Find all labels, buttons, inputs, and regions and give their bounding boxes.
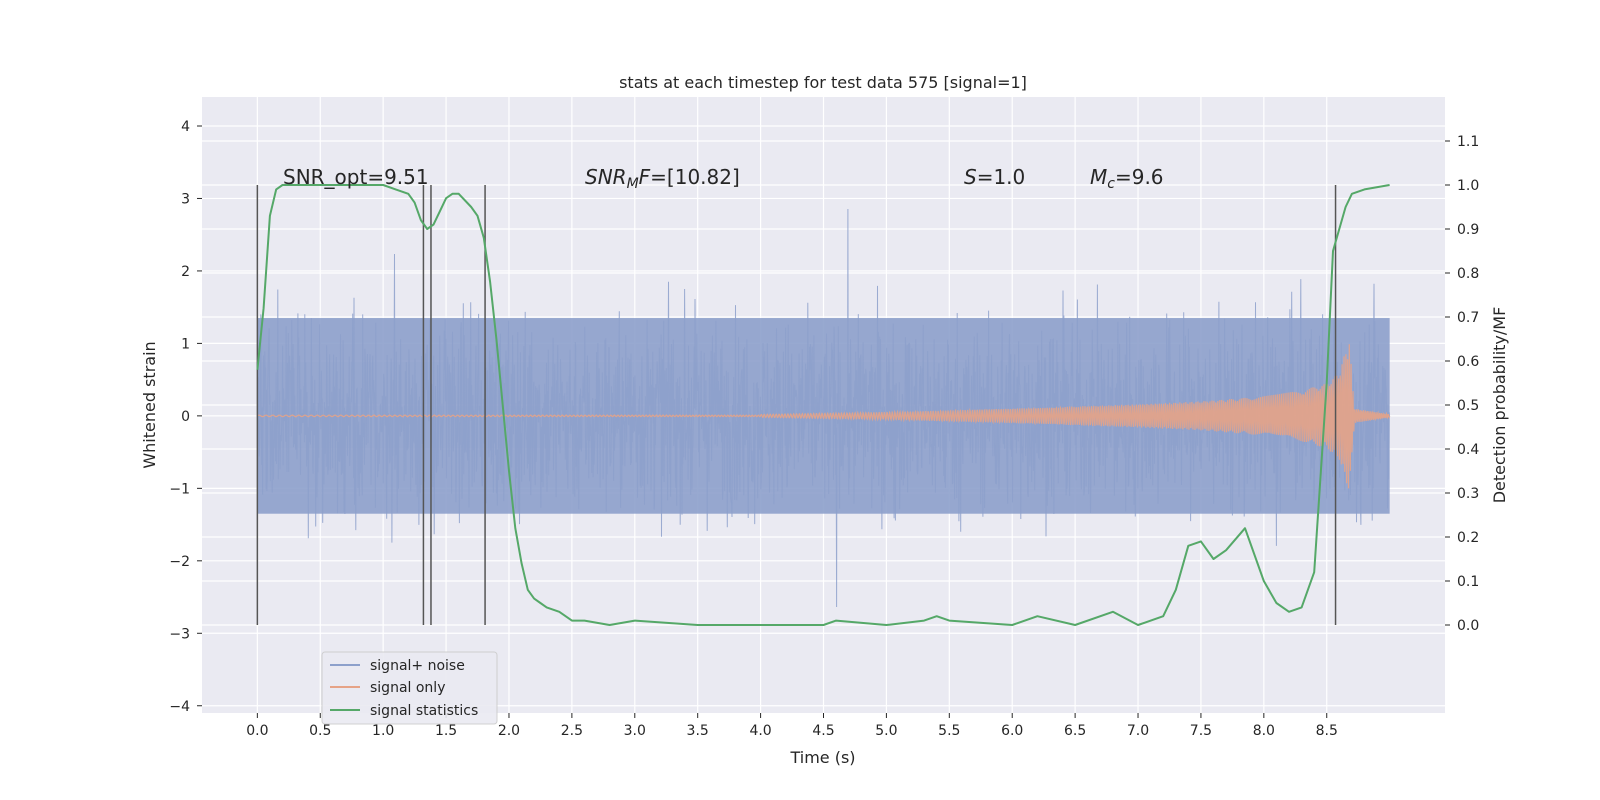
x-tick-label: 4.5 xyxy=(812,723,834,739)
y-left-tick-labels: 4 3 2 1 0 −1 −2 −3 −4 xyxy=(169,119,202,715)
x-tick-label: 5.5 xyxy=(938,723,960,739)
x-tick-label: 8.0 xyxy=(1253,723,1275,739)
y-right-tick-label: 0.7 xyxy=(1457,310,1479,326)
x-tick-label: 3.0 xyxy=(624,723,646,739)
x-tick-label: 2.0 xyxy=(498,723,520,739)
y-right-tick-label: 1.0 xyxy=(1457,178,1479,194)
y-right-tick-label: 0.6 xyxy=(1457,354,1479,370)
x-tick-label: 7.5 xyxy=(1190,723,1212,739)
noise-trace xyxy=(256,208,1391,608)
x-tick-labels: 0.0 0.5 1.0 1.5 2.0 2.5 3.0 3.5 4.0 4.5 5.0 5.5 6.0 6… xyxy=(246,713,1338,739)
y-left-tick-label: −4 xyxy=(169,699,190,715)
x-tick-label: 6.5 xyxy=(1064,723,1086,739)
x-tick-label: 1.0 xyxy=(372,723,394,739)
snr-mf-value: =[10.82] xyxy=(650,165,740,189)
chart-title: stats at each timestep for test data 575… xyxy=(619,73,1027,92)
y-right-tick-label: 0.0 xyxy=(1457,618,1479,634)
y-right-tick-label: 0.5 xyxy=(1457,398,1479,414)
y-right-tick-labels: 1.1 1.0 0.9 0.8 0.7 0.6 0.5 0.4 0.3 0.2 0.1 0.0 xyxy=(1445,134,1479,634)
x-tick-label: 0.5 xyxy=(309,723,331,739)
legend-label-stats: signal statistics xyxy=(370,703,478,719)
annotation-mc: Mc=9.6 xyxy=(1090,165,1164,192)
snr-mf-symbol: SNR xyxy=(585,165,627,189)
x-tick-label: 3.5 xyxy=(687,723,709,739)
mc-symbol: M xyxy=(1090,165,1107,189)
signal-statistics-series xyxy=(256,184,1390,626)
legend-label-noise: signal+ noise xyxy=(370,658,465,674)
annotation-snr-mf: SNRMF=[10.82] xyxy=(585,165,740,192)
x-tick-label: 8.5 xyxy=(1316,723,1338,739)
y-left-tick-label: −2 xyxy=(169,554,190,570)
legend-label-signal: signal only xyxy=(370,680,445,696)
x-tick-label: 5.0 xyxy=(875,723,897,739)
s-value: =1.0 xyxy=(977,165,1026,189)
x-tick-label: 4.0 xyxy=(749,723,771,739)
y-left-tick-label: 3 xyxy=(181,191,190,207)
s-symbol: S xyxy=(964,165,977,189)
stats-line xyxy=(256,184,1390,626)
y-right-tick-label: 0.4 xyxy=(1457,442,1479,458)
y-left-tick-label: 2 xyxy=(181,264,190,280)
annotation-snr-opt: SNR_opt=9.51 xyxy=(283,165,429,189)
y-left-tick-label: 0 xyxy=(181,409,190,425)
y-right-tick-label: 0.2 xyxy=(1457,530,1479,546)
annotation-s: S=1.0 xyxy=(964,165,1025,189)
y-right-tick-label: 0.3 xyxy=(1457,486,1479,502)
x-tick-label: 2.5 xyxy=(561,723,583,739)
legend: signal+ noise signal only signal statist… xyxy=(321,651,498,725)
x-tick-label: 1.5 xyxy=(435,723,457,739)
mc-value: =9.6 xyxy=(1115,165,1164,189)
x-tick-label: 6.0 xyxy=(1001,723,1023,739)
y-right-tick-label: 0.1 xyxy=(1457,574,1479,590)
y-right-axis-label: Detection probability/MF xyxy=(1490,307,1509,504)
x-tick-label: 7.0 xyxy=(1127,723,1149,739)
y-left-tick-label: 1 xyxy=(181,336,190,352)
y-right-tick-label: 1.1 xyxy=(1457,134,1479,150)
vertical-markers xyxy=(256,185,1337,625)
x-tick-label: 0.0 xyxy=(246,723,268,739)
snr-mf-symbol-2: F xyxy=(639,165,651,189)
y-right-tick-label: 0.9 xyxy=(1457,222,1479,238)
y-right-tick-label: 0.8 xyxy=(1457,266,1479,282)
legend-box xyxy=(321,651,498,725)
snr-mf-subscript: M xyxy=(627,176,639,192)
signal-trace xyxy=(256,344,1391,489)
x-axis-label: Time (s) xyxy=(789,748,855,767)
y-left-tick-label: −3 xyxy=(169,626,190,642)
y-left-axis-label: Whitened strain xyxy=(140,341,159,468)
y-left-tick-label: −1 xyxy=(169,481,190,497)
y-left-tick-label: 4 xyxy=(181,119,190,135)
signal-only-series xyxy=(256,344,1391,489)
mc-subscript: c xyxy=(1107,176,1115,192)
